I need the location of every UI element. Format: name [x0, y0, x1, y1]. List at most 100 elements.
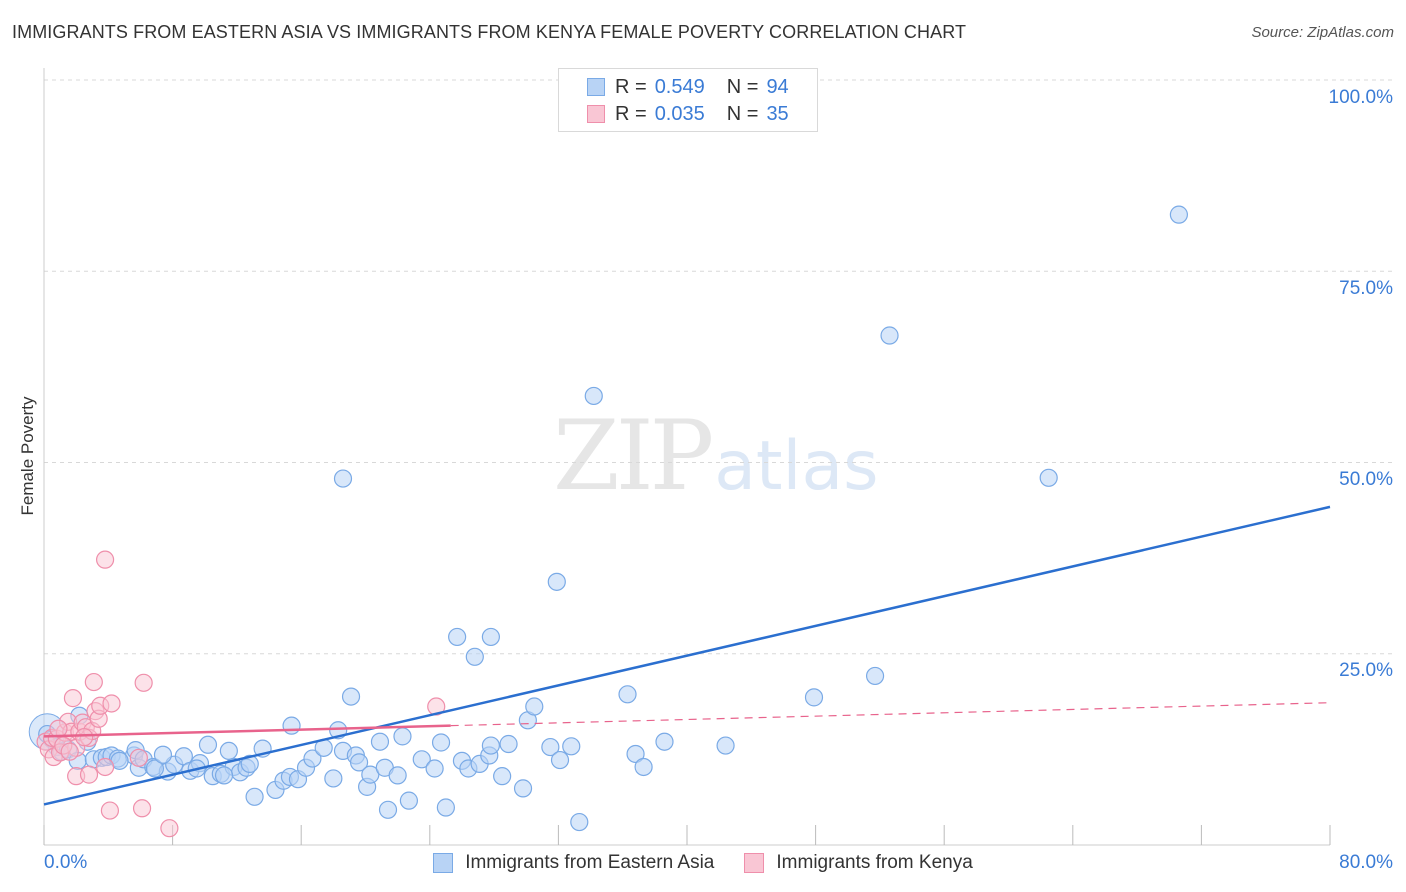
legend-row-eastern-asia: R = 0.549 N = 94: [585, 75, 789, 99]
r-label: R =: [615, 102, 647, 125]
n-value: 94: [766, 75, 789, 98]
kenya-point: [134, 673, 153, 692]
eastern-asia-point: [431, 733, 451, 752]
eastern-asia-point: [219, 741, 238, 761]
eastern-asia-point: [361, 765, 380, 784]
eastern-asia-point: [378, 800, 398, 819]
y-tick-label: 75.0%: [1339, 278, 1393, 299]
eastern-asia-point: [282, 716, 301, 735]
eastern-asia-point: [880, 326, 899, 345]
eastern-asia-point: [584, 386, 603, 406]
kenya-trend-extension: [450, 702, 1331, 727]
eastern-asia-point: [525, 697, 544, 716]
r-label: R =: [615, 75, 647, 98]
eastern-asia-point: [562, 737, 581, 756]
eastern-asia-point: [513, 779, 533, 798]
pink-swatch-icon: [744, 853, 765, 873]
eastern-asia-point: [370, 732, 390, 751]
y-tick-label: 50.0%: [1339, 469, 1393, 490]
eastern-asia-point: [541, 737, 560, 757]
kenya-point: [102, 694, 121, 713]
eastern-asia-point: [547, 572, 566, 591]
n-label: N =: [726, 102, 759, 125]
eastern-asia-point: [198, 735, 218, 754]
kenya-point: [100, 801, 120, 820]
kenya-point: [63, 689, 83, 708]
n-value: 35: [766, 102, 789, 125]
eastern-asia-point: [550, 750, 570, 770]
chart-title: IMMIGRANTS FROM EASTERN ASIA VS IMMIGRAN…: [12, 22, 967, 42]
kenya-point: [84, 672, 103, 692]
gridlines: [44, 79, 1392, 655]
eastern-asia-point: [341, 687, 361, 706]
eastern-asia-point: [214, 766, 234, 785]
kenya-point: [160, 819, 179, 838]
x-tick-label: 0.0%: [44, 852, 88, 873]
kenya-point: [129, 748, 148, 767]
y-tick-label: 25.0%: [1339, 660, 1393, 681]
eastern-asia-point: [1169, 205, 1188, 224]
x-tick-label: 80.0%: [1339, 852, 1393, 873]
eastern-asia-point: [865, 666, 885, 686]
eastern-asia-points: [28, 205, 1188, 832]
eastern-asia-point: [303, 749, 322, 768]
eastern-asia-point: [499, 734, 518, 754]
kenya-point: [95, 550, 115, 569]
kenya-points: [36, 550, 446, 838]
eastern-asia-point: [634, 757, 653, 777]
eastern-asia-point: [436, 798, 455, 817]
eastern-asia-point: [481, 627, 500, 647]
eastern-asia-point: [145, 759, 165, 778]
legend-label: Immigrants from Kenya: [776, 852, 973, 873]
watermark-zip: ZIP: [553, 400, 714, 512]
eastern-asia-point: [324, 769, 343, 788]
eastern-asia-point: [412, 750, 431, 769]
kenya-point: [60, 742, 79, 761]
eastern-asia-point: [618, 685, 637, 704]
eastern-asia-point: [626, 744, 645, 764]
legend-item-eastern-asia: Immigrants from Eastern Asia: [433, 852, 714, 874]
eastern-asia-point: [465, 647, 484, 666]
r-value: 0.035: [654, 102, 705, 125]
pink-swatch-icon: [587, 105, 605, 123]
eastern-asia-point: [349, 753, 369, 772]
legend-item-kenya: Immigrants from Kenya: [744, 852, 973, 874]
trend-lines: [43, 505, 1331, 806]
r-value: 0.549: [654, 75, 705, 98]
kenya-point: [427, 697, 446, 716]
eastern-asia-point: [393, 727, 412, 746]
eastern-asia-trend-line: [43, 505, 1331, 806]
legend-label: Immigrants from Eastern Asia: [465, 852, 715, 873]
eastern-asia-point: [399, 791, 419, 810]
blue-swatch-icon: [587, 78, 605, 96]
y-tick-label: 100.0%: [1328, 87, 1393, 108]
axes: [43, 68, 1331, 846]
eastern-asia-point: [448, 627, 467, 647]
kenya-point: [75, 728, 94, 747]
eastern-asia-point: [245, 787, 264, 806]
correlation-legend: R = 0.549 N = 94 R = 0.035 N = 35: [558, 68, 818, 132]
eastern-asia-point: [493, 767, 512, 786]
watermark-atlas: atlas: [714, 427, 879, 506]
eastern-asia-point: [425, 759, 444, 778]
eastern-asia-point: [388, 766, 407, 785]
eastern-asia-point: [153, 745, 173, 764]
eastern-asia-point: [240, 754, 259, 774]
kenya-point: [79, 765, 99, 784]
watermark: ZIPatlas: [553, 400, 879, 512]
series-legend: Immigrants from Eastern Asia Immigrants …: [0, 852, 1406, 874]
y-axis-label: Female Poverty: [18, 396, 37, 516]
eastern-asia-point: [570, 812, 589, 832]
n-label: N =: [726, 75, 759, 98]
eastern-asia-point: [1039, 468, 1058, 487]
eastern-asia-point: [655, 732, 674, 751]
blue-swatch-icon: [433, 853, 454, 873]
kenya-point: [132, 799, 152, 818]
eastern-asia-point: [481, 736, 500, 755]
kenya-trend-line: [43, 724, 451, 738]
eastern-asia-point: [804, 688, 824, 707]
source-credit: Source: ZipAtlas.com: [1251, 24, 1394, 41]
eastern-asia-point: [333, 469, 353, 488]
eastern-asia-point: [716, 736, 735, 755]
kenya-point: [95, 757, 115, 777]
